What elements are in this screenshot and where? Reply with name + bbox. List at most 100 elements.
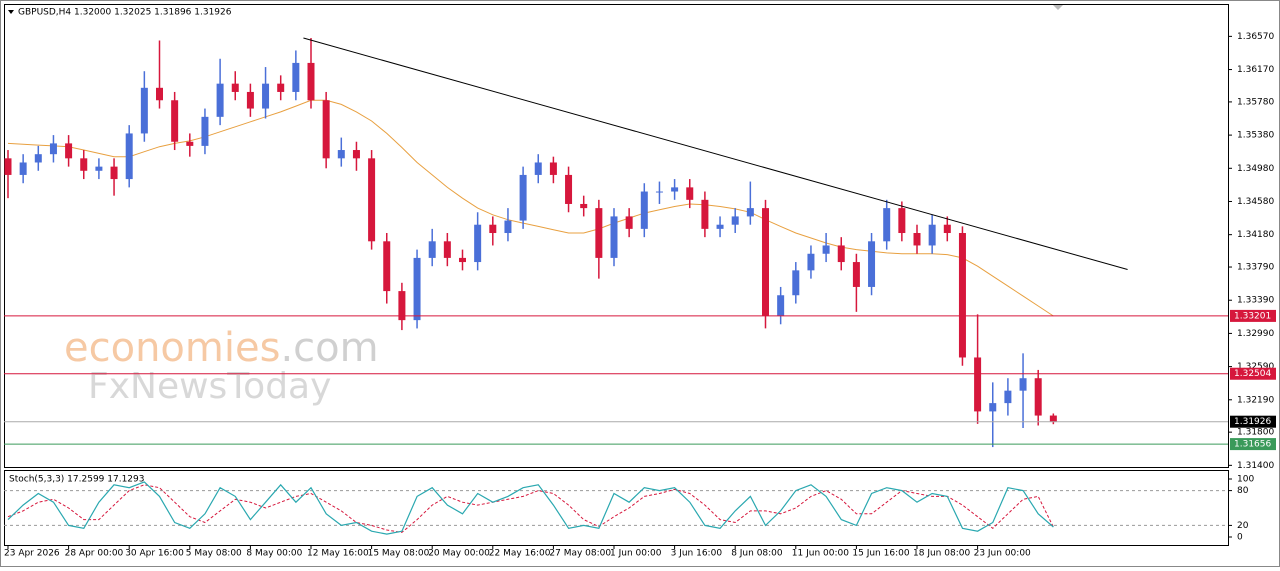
candle-body [80, 158, 88, 171]
candle-body [792, 270, 800, 296]
y-tick-label: 1.34180 [1237, 230, 1274, 240]
x-tick-label: 18 Jun 08:00 [913, 549, 970, 559]
price-level-tag [1230, 415, 1276, 428]
candle-body [459, 257, 466, 263]
candle-body [913, 233, 921, 246]
y-tick-label: 1.34980 [1237, 164, 1274, 174]
candle-body [156, 87, 163, 101]
candle-body [352, 150, 360, 159]
candle-body [974, 357, 982, 412]
x-tick-label: 8 Jun 08:00 [731, 549, 783, 559]
candle-body [337, 150, 345, 159]
candle-body [898, 208, 906, 234]
x-tick-label: 5 May 08:00 [186, 549, 242, 559]
y-tick-label: 1.36570 [1237, 32, 1274, 42]
candle-body [322, 100, 330, 159]
candle-body [868, 241, 876, 287]
candle-body [640, 191, 648, 229]
candle-body [231, 83, 239, 92]
candle-body [49, 143, 57, 155]
y-tick-label: 1.32190 [1237, 395, 1274, 405]
indicator-tick-label: 0 [1237, 533, 1243, 543]
candle-body [958, 233, 966, 358]
indicator-title: Stoch(5,3,3) 17.2599 17.1293 [9, 475, 144, 485]
candle-body [34, 154, 42, 163]
candle-body [186, 141, 194, 146]
candle-body [413, 257, 421, 321]
candle-body [368, 158, 376, 242]
y-tick-label: 1.35380 [1237, 131, 1274, 141]
y-tick-label: 1.33790 [1237, 263, 1274, 273]
x-tick-label: 30 Apr 16:00 [125, 549, 184, 559]
y-tick-label: 1.32990 [1237, 329, 1274, 339]
candle-body [171, 100, 179, 142]
x-tick-label: 1 Jun 00:00 [610, 549, 662, 559]
y-tick-label: 1.36170 [1237, 65, 1274, 75]
candle-body [565, 174, 573, 204]
candle-body [292, 62, 300, 92]
x-tick-label: 28 Apr 00:00 [65, 549, 124, 559]
watermark-brand: economies.com [64, 325, 379, 371]
candle-body [686, 187, 694, 200]
scroll-marker [1053, 5, 1063, 10]
candle-body [671, 187, 679, 192]
x-tick-label: 11 Jun 00:00 [792, 549, 849, 559]
price-level-tag [1230, 309, 1276, 322]
candle-body [655, 191, 663, 193]
x-tick-label: 15 Jun 16:00 [852, 549, 909, 559]
y-tick-label: 1.32590 [1237, 362, 1274, 372]
watermark-tagline: FxNewsToday [88, 366, 331, 407]
candle-body [398, 291, 406, 321]
candle-body [125, 133, 133, 180]
candle-body [701, 199, 709, 229]
candle-body [837, 245, 845, 263]
indicator-tick-label: 80 [1237, 486, 1249, 496]
candle-body [1004, 390, 1012, 404]
candle-body [746, 208, 754, 217]
price-level-label: 1.33201 [1234, 311, 1271, 321]
x-tick-label: 15 May 08:00 [368, 549, 430, 559]
y-tick-label: 1.31400 [1237, 461, 1274, 471]
x-tick-label: 12 May 16:00 [307, 549, 369, 559]
candle-body [731, 216, 739, 225]
candle-body [19, 162, 27, 175]
candle-body [65, 143, 73, 159]
candle-body [277, 83, 285, 92]
candle-body [928, 224, 936, 246]
watermark-brand-text: economies [64, 325, 280, 371]
x-tick-label: 27 May 08:00 [549, 549, 611, 559]
candle-body [262, 83, 270, 109]
y-tick-label: 1.34580 [1237, 197, 1274, 207]
candle-body [307, 62, 315, 101]
candle-body [474, 224, 482, 263]
candle-body [1034, 378, 1042, 416]
candle-body [943, 224, 951, 234]
candle-body [762, 208, 769, 316]
chart-title: GBPUSD,H4 1.32000 1.32025 1.31896 1.3192… [18, 8, 232, 18]
candle-body [549, 162, 557, 175]
stoch-main [7, 481, 1054, 535]
indicator-tick-label: 20 [1237, 521, 1249, 531]
y-tick-label: 1.33390 [1237, 296, 1274, 306]
candle-body [595, 208, 603, 258]
candle-body [777, 295, 785, 316]
moving-average [7, 99, 1054, 317]
candle-body [989, 403, 997, 412]
candle-body [201, 116, 209, 146]
price-level-label: 1.31926 [1234, 417, 1271, 427]
candle-body [4, 158, 12, 175]
candle-body [216, 83, 224, 117]
candle-body [1019, 378, 1027, 391]
menu-arrow[interactable] [8, 10, 14, 14]
candle-body [716, 224, 724, 229]
trendline [303, 37, 1128, 271]
price-level-tag [1230, 367, 1276, 380]
y-tick-label: 1.35780 [1237, 97, 1274, 107]
price-level-label: 1.32504 [1234, 369, 1271, 379]
candle-body [519, 174, 527, 221]
candle-body [822, 245, 830, 254]
candle-body [625, 216, 633, 229]
candle-body [534, 162, 542, 175]
